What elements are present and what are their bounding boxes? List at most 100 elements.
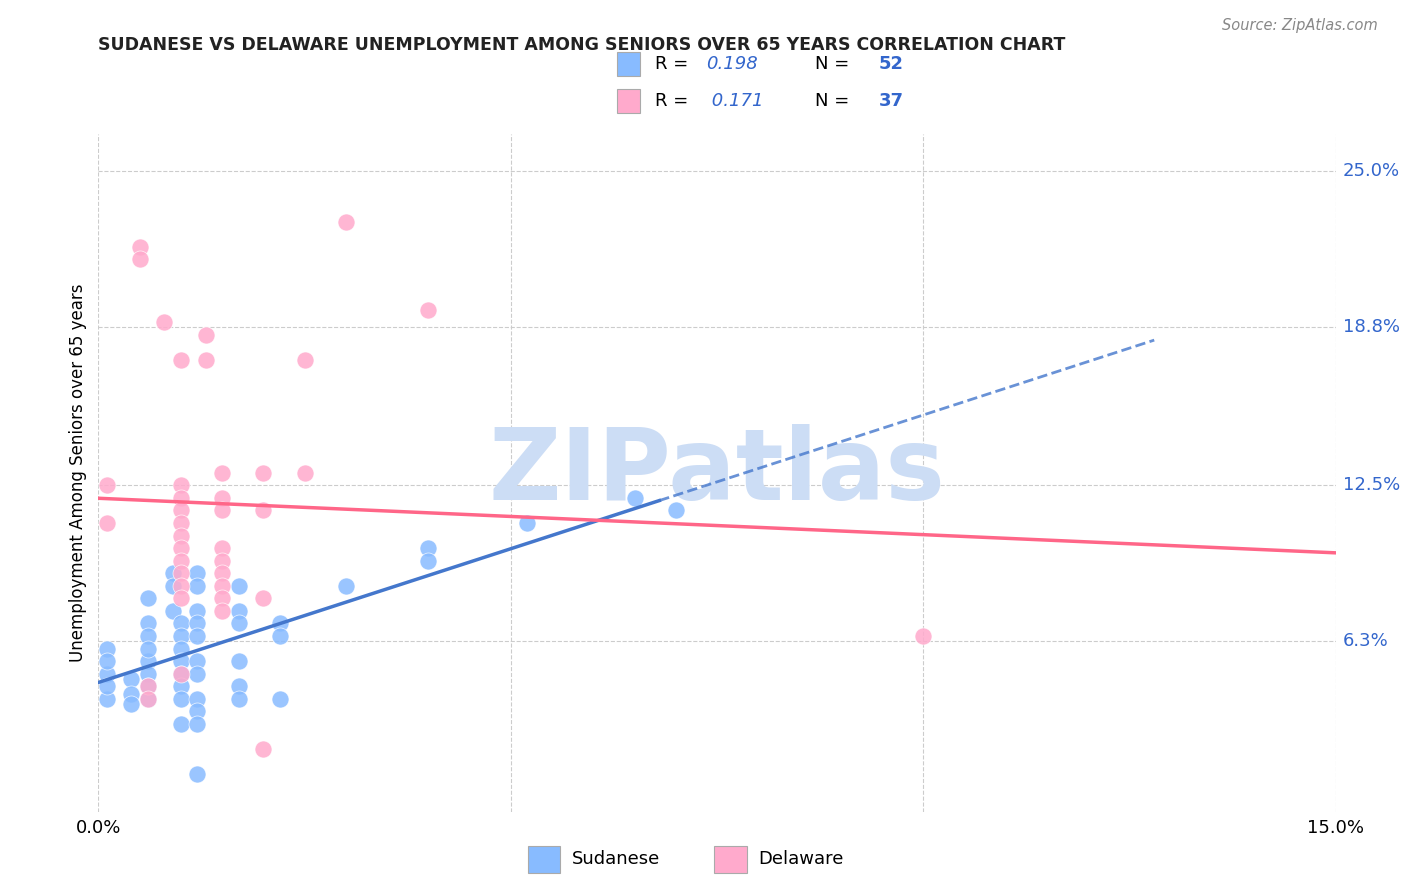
Point [335,579,357,593]
Point [136,629,159,643]
Point [228,679,250,693]
Point [170,352,193,367]
Point [170,616,193,631]
Point [136,641,159,656]
Point [186,629,208,643]
Y-axis label: Unemployment Among Seniors over 65 years: Unemployment Among Seniors over 65 years [69,284,87,662]
Point [228,616,250,631]
Point [162,579,184,593]
Point [170,666,193,681]
Text: N =: N = [815,55,855,73]
Point [120,697,142,711]
Point [516,516,538,530]
Point [170,554,193,568]
Point [136,591,159,606]
Point [186,616,208,631]
Point [186,767,208,781]
Point [228,604,250,618]
Point [186,704,208,718]
Point [665,503,688,517]
Point [136,616,159,631]
Point [120,672,142,686]
Point [252,466,274,480]
Point [186,579,208,593]
FancyBboxPatch shape [527,847,561,873]
Point [96,516,118,530]
Point [211,554,233,568]
Text: Sudanese: Sudanese [571,849,659,868]
Point [162,604,184,618]
Point [418,302,440,317]
Text: 0.171: 0.171 [706,92,763,110]
Point [170,641,193,656]
Point [170,691,193,706]
Point [186,691,208,706]
Point [170,629,193,643]
Text: R =: R = [655,55,695,73]
Point [211,503,233,517]
Point [294,352,316,367]
Point [128,240,150,254]
Point [211,491,233,505]
Point [269,629,291,643]
Point [170,579,193,593]
Point [162,566,184,581]
Text: 18.8%: 18.8% [1343,318,1399,336]
Text: Source: ZipAtlas.com: Source: ZipAtlas.com [1222,18,1378,33]
Point [269,616,291,631]
Point [211,591,233,606]
Point [153,315,176,329]
Point [252,742,274,756]
Point [186,604,208,618]
Point [418,554,440,568]
Point [228,579,250,593]
Text: ZIPatlas: ZIPatlas [489,425,945,521]
Point [194,352,217,367]
Point [252,591,274,606]
Point [211,579,233,593]
Point [335,215,357,229]
Point [170,666,193,681]
Point [228,691,250,706]
Text: 52: 52 [879,55,904,73]
Text: R =: R = [655,92,695,110]
Point [186,666,208,681]
Point [186,654,208,668]
Point [211,541,233,555]
Point [170,654,193,668]
Text: 37: 37 [879,92,904,110]
Point [170,541,193,555]
Text: N =: N = [815,92,855,110]
FancyBboxPatch shape [714,847,747,873]
Point [194,327,217,342]
Point [252,503,274,517]
Point [96,691,118,706]
Point [96,478,118,492]
Point [170,516,193,530]
Point [96,666,118,681]
Text: 6.3%: 6.3% [1343,632,1388,650]
Point [120,687,142,701]
Point [170,566,193,581]
Point [170,679,193,693]
Point [269,691,291,706]
Point [211,566,233,581]
Point [211,604,233,618]
Point [228,654,250,668]
FancyBboxPatch shape [617,52,641,77]
Text: Delaware: Delaware [758,849,844,868]
Point [170,491,193,505]
Text: 25.0%: 25.0% [1343,162,1400,180]
Text: 12.5%: 12.5% [1343,476,1400,494]
Point [170,591,193,606]
Point [170,528,193,542]
Point [912,629,935,643]
Point [128,252,150,267]
Text: SUDANESE VS DELAWARE UNEMPLOYMENT AMONG SENIORS OVER 65 YEARS CORRELATION CHART: SUDANESE VS DELAWARE UNEMPLOYMENT AMONG … [98,36,1066,54]
Point [136,679,159,693]
Point [170,716,193,731]
Point [136,654,159,668]
FancyBboxPatch shape [617,88,641,112]
Point [136,679,159,693]
Point [170,478,193,492]
